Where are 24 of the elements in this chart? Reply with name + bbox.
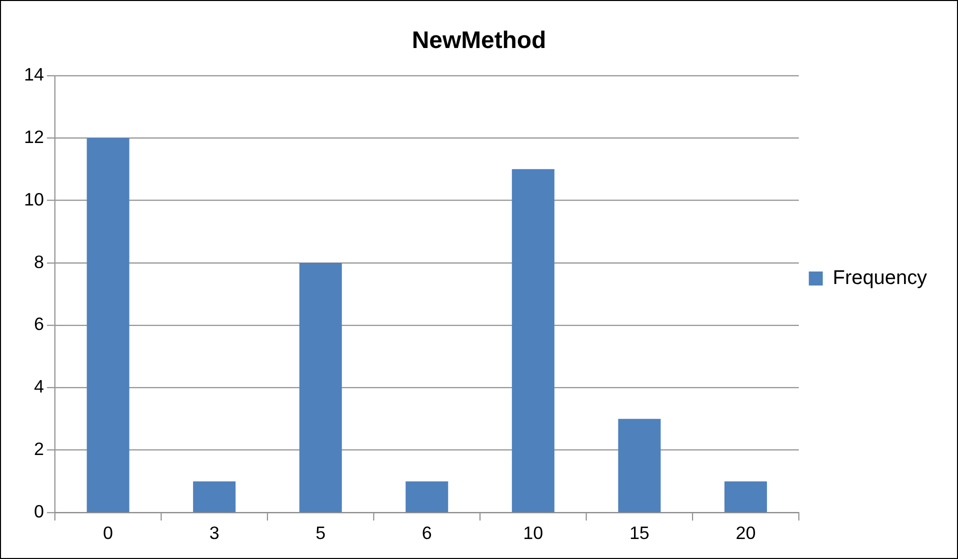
bar [724, 481, 767, 512]
y-tick-label: 14 [24, 64, 44, 84]
y-tick-label: 2 [34, 439, 44, 460]
bar [512, 169, 554, 512]
x-tick-label: 10 [523, 523, 544, 544]
y-tick-label: 10 [24, 189, 44, 210]
legend-label: Frequency [832, 267, 928, 289]
y-tick-label: 0 [34, 502, 44, 522]
x-tick-label: 5 [316, 523, 326, 544]
x-tick-label: 0 [103, 523, 114, 544]
bar [618, 418, 661, 512]
x-tick-label: 15 [629, 523, 650, 544]
y-tick-label: 6 [34, 314, 44, 334]
x-tick-label: 20 [736, 523, 756, 544]
bar [86, 138, 130, 512]
bar [299, 262, 342, 512]
y-tick-label: 12 [24, 126, 44, 147]
bar [406, 481, 448, 512]
x-tick-label: 3 [209, 523, 220, 544]
bar [193, 481, 236, 512]
chart-title: NewMethod [412, 26, 546, 54]
x-tick-label: 6 [422, 523, 432, 544]
y-tick-label: 8 [34, 252, 44, 272]
y-tick-label: 4 [34, 376, 44, 397]
